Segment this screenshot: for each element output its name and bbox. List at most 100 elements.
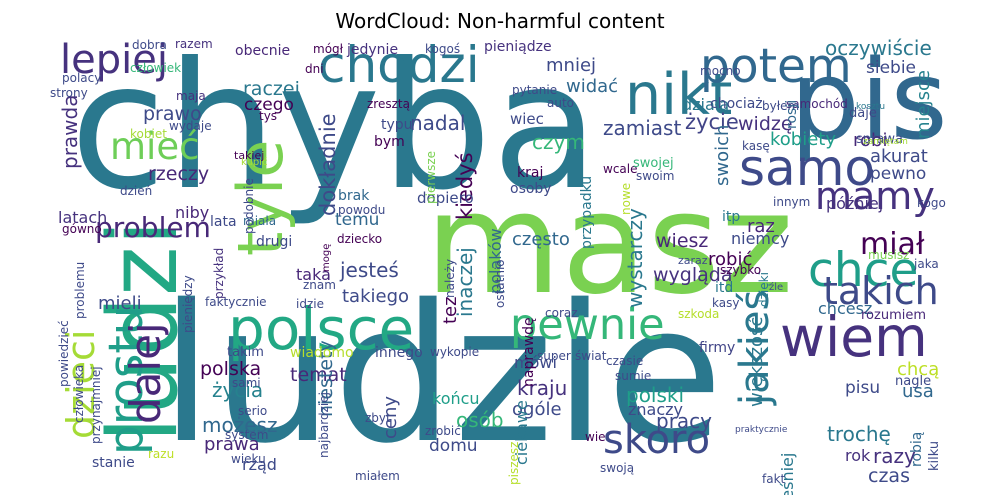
word-51: mieli [98, 293, 142, 314]
word-58: większość [746, 316, 767, 407]
word-166: znam [303, 278, 336, 292]
word-73: czas [868, 465, 910, 487]
word-17: mieć [110, 125, 200, 168]
word-44: prawo [143, 103, 202, 125]
word-56: pracy [656, 409, 713, 433]
word-50: takiego [342, 286, 410, 307]
word-95: nagle [895, 374, 932, 389]
word-98: latach [58, 208, 108, 227]
word-33: raz [747, 216, 775, 237]
word-40: mniej [546, 55, 597, 76]
wordcloud-title: WordCloud: Non-harmful content [335, 9, 665, 33]
word-103: dziecko [337, 232, 383, 246]
word-62: osób [456, 408, 504, 432]
word-122: obecnie [235, 43, 291, 59]
word-100: lata [210, 214, 237, 230]
word-53: wiesz [656, 230, 709, 252]
word-15: takich [823, 269, 939, 313]
word-190: powiedzieć [57, 320, 71, 387]
word-12: pewnie [510, 300, 665, 350]
word-111: typu [381, 117, 413, 133]
word-49: jesteś [340, 258, 399, 282]
word-131: strony [50, 86, 88, 100]
word-99: niby [175, 203, 210, 222]
word-172: naprawdę [521, 317, 537, 387]
word-45: raczej [243, 78, 300, 100]
word-106: dopiero [417, 189, 474, 207]
word-7: samo [739, 139, 875, 197]
word-92: chcesz [818, 299, 873, 318]
word-178: innego [375, 345, 423, 361]
word-8: chce [808, 243, 919, 298]
word-67: rząd [242, 455, 277, 474]
word-57: wystarczy [623, 208, 647, 308]
word-97: kilku [927, 440, 942, 471]
word-180: takim [227, 345, 264, 360]
word-91: firmy [699, 340, 736, 356]
word-134: pytanie [512, 83, 558, 97]
word-5: polsce [228, 295, 415, 363]
word-112: zresztą [367, 97, 410, 111]
word-189: miałem [355, 469, 400, 483]
word-159: kasę [742, 139, 770, 153]
word-184: wieku [231, 452, 266, 466]
word-2: masz [425, 163, 794, 326]
word-164: pieniędzy [181, 275, 195, 333]
word-169: należy [443, 258, 457, 298]
word-143: pierwsze [424, 150, 438, 204]
word-173: super [537, 349, 571, 363]
word-89: itp [722, 209, 741, 225]
word-108: kraj [517, 165, 544, 181]
word-47: prawda [58, 94, 82, 169]
word-65: możesz [202, 413, 278, 437]
word-126: pieniądze [484, 39, 552, 55]
word-66: prawa [204, 434, 260, 455]
word-11: potem [700, 39, 852, 94]
word-161: zamiętam [863, 137, 908, 147]
word-137: kobiet [130, 127, 167, 141]
word-36: zamiast [603, 116, 682, 140]
word-163: przykład [212, 247, 226, 299]
word-191: człowieka [72, 364, 86, 423]
word-150: innym [773, 195, 811, 209]
word-59: polski [626, 383, 685, 407]
word-38: widać [566, 76, 619, 97]
word-165: mogę [321, 243, 332, 272]
word-90: itd [715, 280, 734, 296]
word-110: bym [374, 134, 405, 150]
word-52: taka [296, 265, 331, 284]
word-179: wykopie [430, 345, 480, 359]
word-109: wiec [510, 110, 544, 128]
word-149: zaraz [678, 254, 708, 267]
word-121: mocno [700, 64, 741, 78]
word-155: źle [769, 282, 784, 293]
word-93: rozumiem [861, 308, 927, 323]
word-175: czasie [606, 354, 644, 368]
word-88: później [826, 194, 884, 213]
word-41: kiedyś [453, 152, 477, 220]
word-127: dobra [132, 38, 167, 52]
word-14: mamy [815, 174, 935, 218]
word-152: musisz [868, 248, 910, 262]
word-174: świat [575, 349, 607, 363]
word-167: faktycznie [205, 295, 267, 309]
word-9: nikt [625, 62, 733, 128]
word-170: ostatnio [493, 259, 507, 308]
word-80: domu [429, 436, 478, 456]
word-101: miała [243, 214, 277, 228]
word-46: czego [244, 95, 294, 115]
word-185: najbardziej [317, 392, 331, 458]
word-21: dalej [121, 322, 170, 424]
word-177: wiadomo [290, 345, 354, 361]
word-4: pis [790, 37, 948, 164]
word-72: razy [873, 444, 916, 468]
word-148: nowe [619, 182, 633, 215]
word-120: sprawa [856, 132, 903, 147]
word-16: lepiej [60, 37, 168, 83]
word-55: wygląda [653, 264, 733, 286]
word-144: przypadku [579, 175, 595, 249]
word-195: wie [585, 430, 606, 444]
word-13: skoro [603, 417, 711, 463]
word-87: niemcy [731, 229, 790, 248]
word-151: kogo [917, 196, 946, 210]
